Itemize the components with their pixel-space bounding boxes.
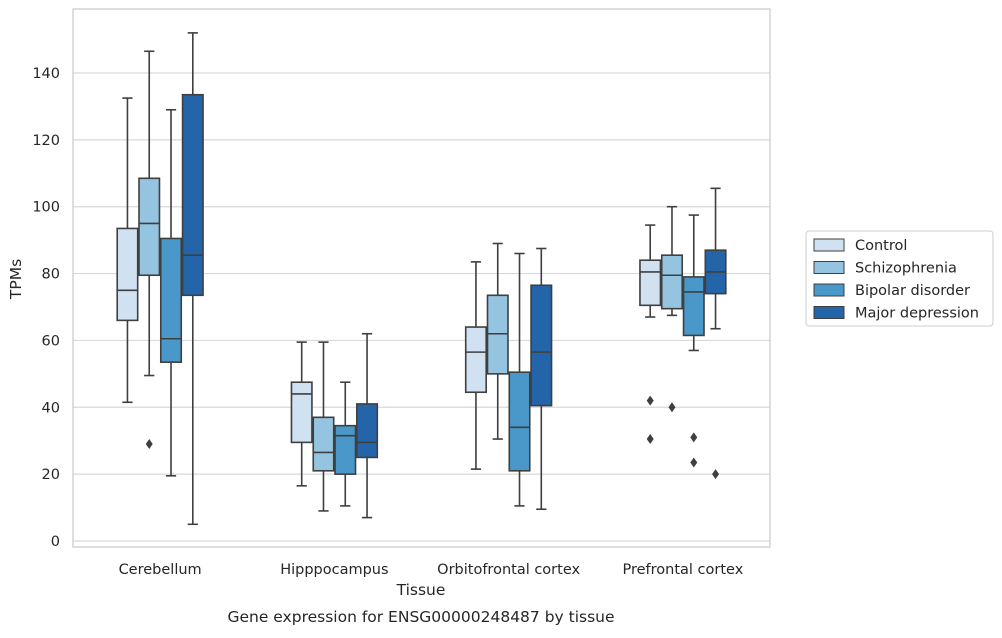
x-tick-label: Cerebellum: [119, 562, 202, 578]
box-iqr: [138, 177, 161, 277]
legend-item: Bipolar disorder: [813, 283, 970, 299]
box-iqr: [290, 381, 313, 444]
box-group: [334, 381, 357, 507]
y-tick-label: 40: [42, 400, 60, 416]
outlier-point: [668, 402, 676, 413]
legend-items: Control Schizophrenia Bipolar disorder Majo…: [813, 238, 979, 322]
x-tick-label: Hipppocampus: [280, 562, 388, 578]
box-group: [704, 187, 727, 480]
box-iqr: [356, 403, 379, 459]
box-group: [660, 205, 684, 413]
boxes: [116, 32, 727, 526]
legend-label: Bipolar disorder: [855, 283, 970, 299]
box-iqr: [639, 259, 662, 307]
box-group: [138, 50, 161, 450]
legend: Control Schizophrenia Bipolar disorder Majo…: [805, 230, 994, 327]
box-iqr: [660, 254, 684, 310]
legend-label: Schizophrenia: [855, 261, 957, 277]
box-group: [486, 242, 509, 440]
legend-item: Schizophrenia: [813, 261, 957, 277]
box-group: [530, 247, 553, 511]
box-iqr: [508, 371, 531, 472]
box-iqr: [159, 237, 183, 363]
y-tick-label: 140: [32, 66, 60, 82]
box-iqr: [486, 294, 509, 375]
y-tick-label: 120: [32, 133, 60, 149]
box-group: [356, 332, 379, 519]
outlier-point: [690, 457, 698, 468]
legend-swatch: [813, 261, 845, 274]
y-axis-label: TPMs: [7, 259, 25, 300]
y-tick-label: 0: [51, 534, 60, 550]
box-group: [159, 108, 183, 477]
box-iqr: [464, 326, 487, 394]
legend-label: Major depression: [855, 306, 979, 322]
box-iqr: [181, 93, 204, 297]
legend-swatch: [813, 238, 845, 252]
box-iqr: [530, 284, 553, 407]
y-tick-label: 80: [42, 267, 60, 283]
box-group: [116, 97, 139, 404]
outlier-point: [646, 395, 654, 406]
outlier-point: [690, 432, 698, 443]
outlier-point: [646, 434, 654, 445]
legend-item: Control: [813, 238, 907, 254]
x-axis-label: Tissue: [396, 581, 446, 599]
box-group: [464, 261, 487, 470]
box-iqr: [116, 227, 139, 322]
box-group: [312, 341, 335, 512]
y-tick-labels: 0 20 40 60 80 100 120 140: [32, 66, 60, 550]
x-tick-label: Orbitofrontal cortex: [437, 562, 580, 578]
x-tick-label: Prefrontal cortex: [622, 562, 743, 578]
outlier-point: [712, 469, 720, 480]
box-group: [682, 214, 705, 468]
y-tick-label: 20: [42, 467, 60, 483]
box-group: [181, 32, 204, 526]
legend-item: Major depression: [813, 306, 979, 322]
outlier-point: [145, 439, 153, 450]
box-iqr: [312, 416, 335, 472]
plot-frame: [72, 8, 771, 548]
chart-caption: Gene expression for ENSG00000248487 by t…: [227, 608, 614, 626]
box-group: [508, 252, 531, 507]
box-iqr: [682, 276, 705, 337]
legend-frame: [805, 230, 994, 327]
box-iqr: [334, 424, 357, 475]
legend-swatch: [813, 306, 845, 319]
y-tick-label: 100: [32, 200, 60, 216]
legend-swatch: [813, 283, 845, 297]
box-group: [290, 341, 313, 487]
x-tick-labels: Cerebellum Hipppocampus Orbitofrontal cort…: [119, 562, 744, 578]
y-tick-label: 60: [42, 333, 60, 349]
box-group: [639, 224, 662, 445]
legend-label: Control: [855, 238, 907, 254]
